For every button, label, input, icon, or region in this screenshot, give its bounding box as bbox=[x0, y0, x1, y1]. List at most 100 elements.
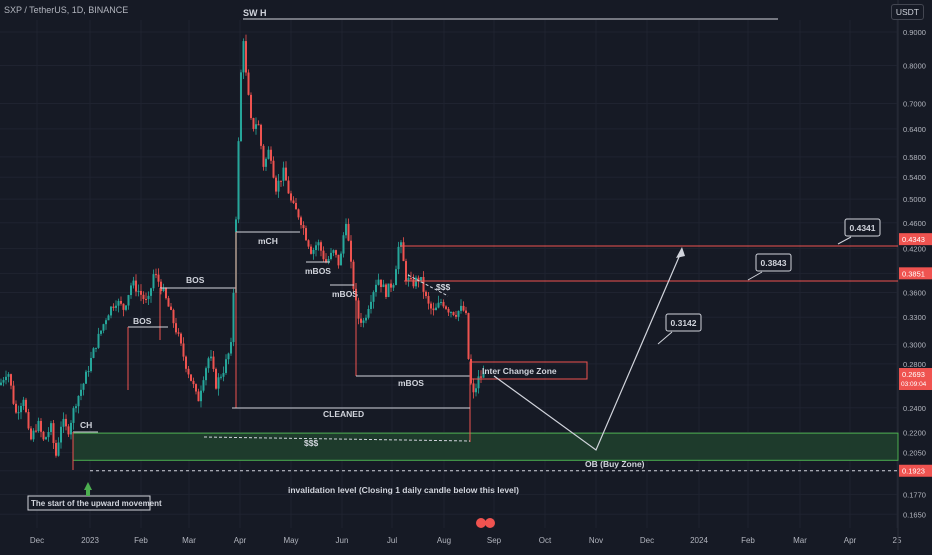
y-tick-label: 0.9000 bbox=[903, 28, 926, 37]
candle-body bbox=[342, 235, 345, 254]
candle-body bbox=[162, 288, 165, 292]
candle-body bbox=[437, 302, 440, 308]
candle-body bbox=[127, 295, 130, 306]
start-label: The start of the upward movement bbox=[31, 499, 162, 508]
candle-body bbox=[85, 371, 87, 384]
candle-body bbox=[450, 312, 452, 314]
candle-body bbox=[177, 332, 180, 334]
candle-body bbox=[417, 277, 420, 281]
candle-body bbox=[400, 242, 402, 247]
candle-body bbox=[445, 306, 447, 309]
candle-body bbox=[405, 261, 407, 282]
candle-body bbox=[10, 374, 12, 386]
target-3-pointer bbox=[837, 236, 852, 245]
projection-path bbox=[493, 249, 683, 451]
candle-body bbox=[260, 124, 262, 146]
candle-body bbox=[145, 298, 147, 300]
candle-body bbox=[197, 391, 200, 402]
candle-body bbox=[120, 300, 122, 304]
target-3-label: 0.4341 bbox=[850, 223, 876, 233]
candle-body bbox=[167, 298, 170, 307]
candle-body bbox=[295, 203, 297, 210]
candle-body bbox=[442, 301, 445, 307]
candle-body bbox=[347, 223, 350, 241]
candle-body bbox=[0, 382, 2, 385]
candle-body bbox=[387, 283, 390, 297]
candle-body bbox=[337, 254, 340, 266]
candle-body bbox=[205, 368, 207, 381]
y-tick-label: 0.3000 bbox=[903, 340, 926, 349]
candle-body bbox=[412, 279, 415, 287]
candle-body bbox=[415, 277, 417, 287]
ob-buy-zone bbox=[72, 432, 899, 461]
candle-body bbox=[105, 320, 107, 325]
x-tick-label: Mar bbox=[793, 536, 807, 545]
candle-body bbox=[362, 320, 365, 323]
candle-body bbox=[227, 353, 230, 360]
y-tick-label: 0.1650 bbox=[903, 510, 926, 519]
candle-body bbox=[52, 423, 55, 444]
bos-label-upper: BOS bbox=[186, 275, 205, 285]
candle-body bbox=[462, 305, 465, 311]
candle-body bbox=[242, 41, 245, 73]
countdown-label: 03:09:04 bbox=[901, 381, 927, 388]
candle-body bbox=[152, 274, 155, 289]
candle-body bbox=[370, 301, 372, 309]
candle-body bbox=[232, 292, 235, 343]
candle-body bbox=[215, 368, 217, 389]
invalidation-label: invalidation level (Closing 1 daily cand… bbox=[288, 485, 519, 495]
candle-body bbox=[5, 376, 7, 381]
candle-body bbox=[2, 380, 5, 383]
candle-body bbox=[315, 245, 317, 250]
candle-body bbox=[382, 284, 385, 288]
candle-body bbox=[470, 358, 472, 384]
x-tick-label: Feb bbox=[741, 536, 755, 545]
candle-body bbox=[150, 288, 152, 296]
candle-body bbox=[230, 342, 232, 354]
candle-body bbox=[252, 118, 255, 129]
currency-button[interactable]: USDT bbox=[890, 4, 924, 20]
liquidity-dash-2 bbox=[407, 274, 449, 297]
candle-body bbox=[250, 94, 252, 119]
mbos-label-3: mBOS bbox=[398, 378, 424, 388]
candle-body bbox=[430, 303, 432, 309]
candle-body bbox=[452, 312, 455, 315]
y-tick-label: 0.4600 bbox=[903, 219, 926, 228]
candle-body bbox=[212, 356, 215, 369]
candle-body bbox=[90, 357, 92, 372]
candle-body bbox=[160, 281, 162, 292]
candle-body bbox=[312, 249, 315, 254]
mch-label: mCH bbox=[258, 236, 278, 246]
target-1-label: 0.3142 bbox=[671, 318, 697, 328]
candle-body bbox=[175, 323, 177, 333]
candle-body bbox=[297, 209, 300, 218]
candle-body bbox=[407, 278, 410, 282]
candle-body bbox=[142, 294, 145, 299]
x-tick-label: 25 bbox=[893, 536, 902, 545]
x-tick-label: Jul bbox=[387, 536, 397, 545]
candle-body bbox=[397, 246, 400, 270]
candle-body bbox=[40, 420, 42, 432]
candle-body bbox=[237, 141, 240, 220]
candle-body bbox=[30, 428, 32, 440]
candle-body bbox=[92, 348, 95, 358]
candle-body bbox=[425, 291, 427, 296]
candle-body bbox=[267, 149, 270, 159]
candle-body bbox=[210, 356, 212, 359]
candle-body bbox=[357, 300, 360, 319]
target-2-pointer bbox=[747, 271, 763, 281]
candle-body bbox=[60, 426, 62, 443]
candle-body bbox=[50, 423, 52, 432]
candle-body bbox=[280, 180, 282, 182]
candle-body bbox=[62, 418, 65, 427]
candle-body bbox=[432, 308, 435, 311]
candle-body bbox=[480, 376, 482, 378]
candle-body bbox=[410, 278, 412, 280]
x-tick-label: Apr bbox=[844, 536, 857, 545]
candle-body bbox=[130, 285, 132, 296]
candle-body bbox=[220, 376, 222, 378]
candle-body bbox=[377, 279, 380, 285]
candle-body bbox=[122, 303, 125, 310]
